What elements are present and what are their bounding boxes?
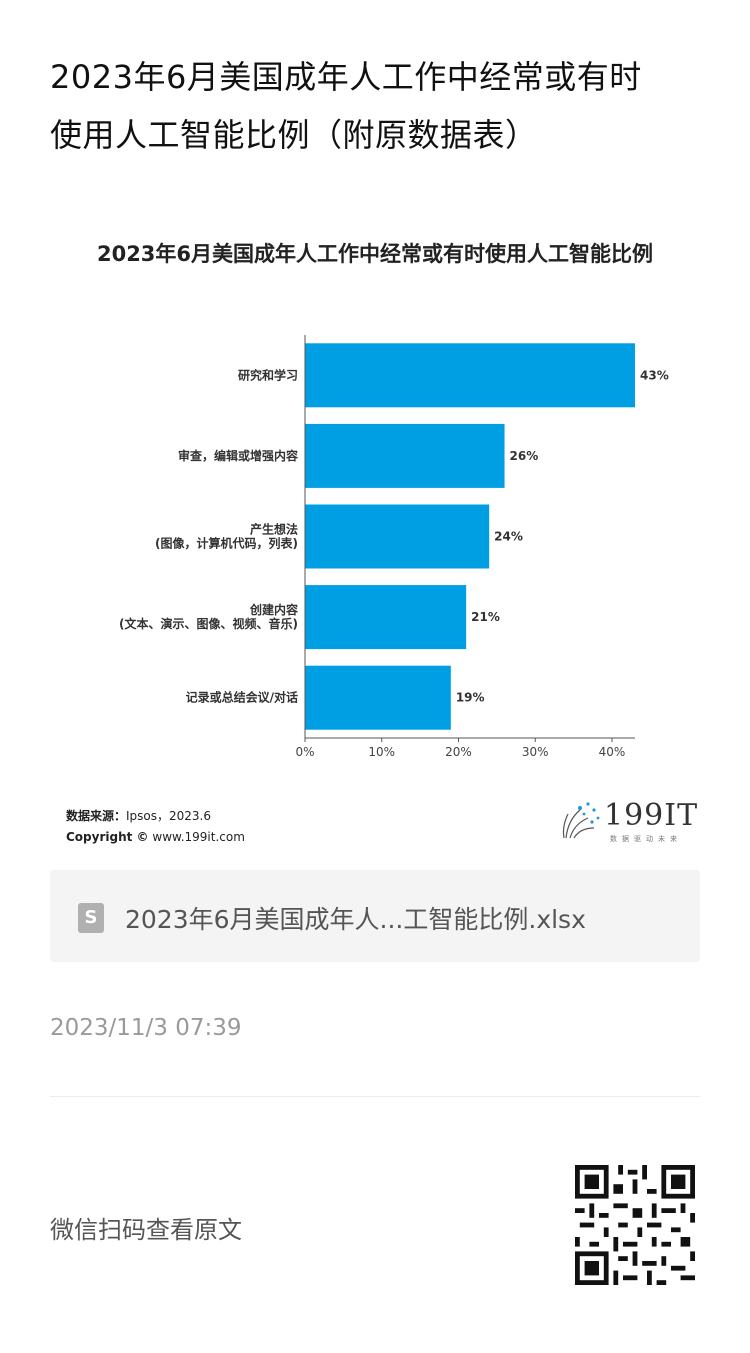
qr-code-icon[interactable] (575, 1165, 695, 1285)
category-label: 记录或总结会议/对话 (186, 690, 298, 705)
category-label: (文本、演示、图像、视频、音乐) (119, 616, 298, 631)
attachment-file-card[interactable]: S 2023年6月美国成年人...工智能比例.xlsx (50, 870, 700, 962)
data-label: 43% (640, 368, 669, 382)
bar-chart: 43% 研究和学习 26% 审查，编辑或增强内容 24% 产生想法(图像，计算机代码，列表… (119, 335, 669, 759)
chart-source: 数据来源：Ipsos，2023.6 Copyright © www.199it.… (66, 806, 245, 848)
logo-subtitle: 数据驱动未来 (610, 835, 682, 843)
x-tick-label: 30% (522, 745, 549, 759)
bar (305, 423, 505, 488)
publish-timestamp: 2023/11/3 07:39 (50, 1015, 242, 1041)
199it-logo: 199IT 数据驱动未来 (558, 798, 698, 848)
x-tick-label: 40% (599, 745, 626, 759)
spreadsheet-file-icon: S (78, 903, 104, 933)
x-tick-label: 10% (368, 745, 395, 759)
category-label: 审查，编辑或增强内容 (178, 448, 298, 463)
x-tick-label: 20% (445, 745, 472, 759)
data-label: 21% (471, 610, 500, 624)
article-title-line1: 2023年6月美国成年人工作中经常或有时 (50, 58, 642, 96)
data-label: 19% (456, 691, 485, 705)
x-tick-label: 0% (295, 745, 314, 759)
bar (305, 343, 635, 408)
data-label: 26% (510, 449, 539, 463)
logo-text: 199IT (604, 798, 699, 833)
source-label: 数据来源： (66, 809, 127, 823)
category-label: 研究和学习 (238, 367, 298, 382)
copyright-label: Copyright © (66, 830, 149, 844)
chart-title: 2023年6月美国成年人工作中经常或有时使用人工智能比例 (96, 242, 654, 266)
bar (305, 504, 490, 569)
bar (305, 665, 451, 730)
attachment-file-name[interactable]: 2023年6月美国成年人...工智能比例.xlsx (125, 905, 586, 934)
category-label: 产生想法 (250, 522, 298, 537)
dandelion-logo-icon (562, 802, 600, 839)
data-label: 24% (494, 530, 523, 544)
category-label: (图像，计算机代码，列表) (155, 536, 298, 551)
scan-to-view-text: 微信扫码查看原文 (50, 1216, 242, 1244)
article-title: 2023年6月美国成年人工作中经常或有时 使用人工智能比例（附原数据表） (50, 48, 710, 164)
copyright-text: www.199it.com (152, 830, 245, 844)
chart-image[interactable]: 2023年6月美国成年人工作中经常或有时使用人工智能比例 43% 研究和学习 26%… (50, 210, 700, 850)
article-title-line2: 使用人工智能比例（附原数据表） (50, 116, 538, 154)
divider (50, 1096, 700, 1097)
bar (305, 585, 467, 650)
category-label: 创建内容 (249, 602, 298, 617)
source-text: Ipsos，2023.6 (126, 809, 212, 823)
